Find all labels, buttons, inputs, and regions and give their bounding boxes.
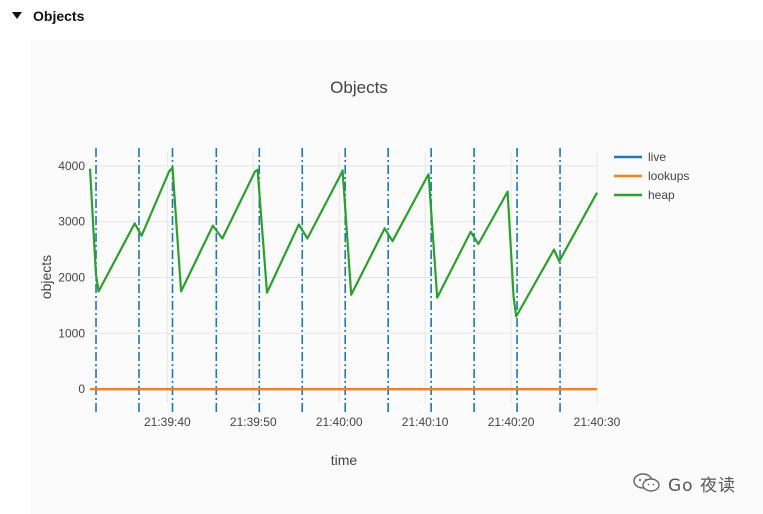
watermark-text: Go 夜读 <box>668 475 736 496</box>
series-line-heap[interactable] <box>88 166 598 318</box>
legend[interactable]: live lookups heap <box>614 150 689 202</box>
x-tick-label: 21:39:50 <box>230 415 277 429</box>
legend-label-live[interactable]: live <box>648 150 666 164</box>
x-axis-title: time <box>331 452 358 468</box>
y-tick-label: 0 <box>78 382 85 396</box>
x-tick-label: 21:40:00 <box>316 415 363 429</box>
y-tick-label: 1000 <box>58 326 85 340</box>
x-tick-label: 21:40:10 <box>402 415 449 429</box>
section-title: Objects <box>33 8 85 24</box>
y-tick-label: 4000 <box>58 159 85 173</box>
grid-layer <box>90 152 598 403</box>
gc-event-layer <box>95 148 561 412</box>
wechat-icon <box>633 473 660 492</box>
y-tick-label: 3000 <box>58 215 85 229</box>
axis-layer: 0 1000 2000 3000 4000 21:39:40 21:39:50 21:40:0… <box>58 159 620 429</box>
x-tick-label: 21:40:30 <box>574 415 621 429</box>
legend-label-lookups[interactable]: lookups <box>648 169 689 183</box>
y-axis-title: objects <box>38 255 54 299</box>
chart-title: Objects <box>330 78 388 97</box>
x-tick-label: 21:39:40 <box>144 415 191 429</box>
y-tick-label: 2000 <box>58 271 85 285</box>
section-header[interactable]: Objects <box>0 0 763 34</box>
series-layer <box>88 166 598 391</box>
caret-down-icon[interactable] <box>12 12 22 19</box>
x-tick-label: 21:40:20 <box>488 415 535 429</box>
watermark: Go 夜读 <box>632 470 757 496</box>
legend-label-heap[interactable]: heap <box>648 188 675 202</box>
